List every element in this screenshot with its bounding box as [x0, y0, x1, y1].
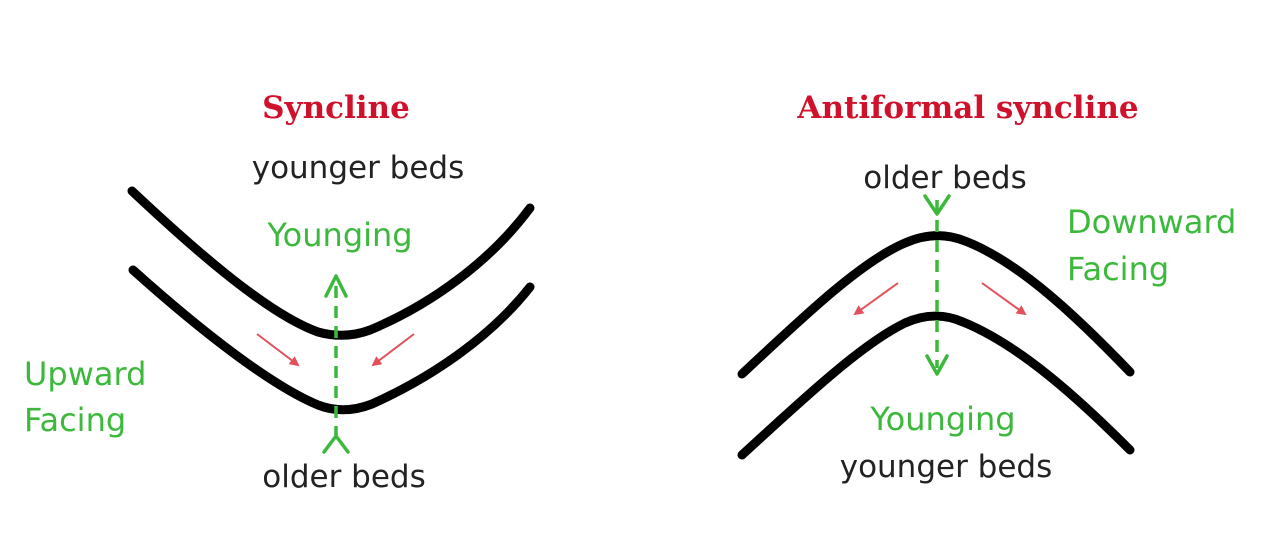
- syncline-younging-arrowhead: [324, 274, 348, 298]
- antiformal-top-label: older beds: [863, 160, 1027, 196]
- syncline-bottom-label: older beds: [262, 459, 426, 495]
- antiformal-facing-arrow-left: [853, 282, 899, 316]
- antiformal-facing-arrow-right: [981, 282, 1027, 316]
- syncline-younging-label: Younging: [266, 216, 412, 254]
- antiformal-bottom-label: younger beds: [840, 449, 1053, 485]
- syncline-panel: Syncline younger beds Younging Upward Fa…: [24, 90, 535, 495]
- syncline-facing-arrow-left: [256, 333, 300, 367]
- antiformal-lower-bed: [737, 311, 1135, 460]
- antiformal-younging-label: Younging: [869, 400, 1015, 438]
- antiformal-upper-bed: [737, 231, 1135, 379]
- syncline-title: Syncline: [262, 90, 410, 126]
- antiformal-facing-line2: Facing: [1067, 250, 1169, 288]
- antiformal-title: Antiformal syncline: [796, 90, 1138, 126]
- antiformal-facing-line1: Downward: [1067, 203, 1236, 241]
- syncline-top-label: younger beds: [252, 150, 465, 186]
- syncline-upper-bed: [127, 186, 535, 340]
- syncline-facing-line2: Facing: [24, 401, 126, 439]
- antiformal-younging-arrowhead: [925, 354, 949, 376]
- antiformal-panel: Antiformal syncline older beds Downward …: [737, 90, 1236, 485]
- syncline-facing-line1: Upward: [24, 355, 146, 393]
- syncline-facing-arrow-right: [371, 333, 415, 367]
- syncline-lower-bed: [128, 265, 535, 415]
- syncline-younging-tail: [322, 434, 350, 454]
- antiformal-younging-tail: [923, 194, 951, 216]
